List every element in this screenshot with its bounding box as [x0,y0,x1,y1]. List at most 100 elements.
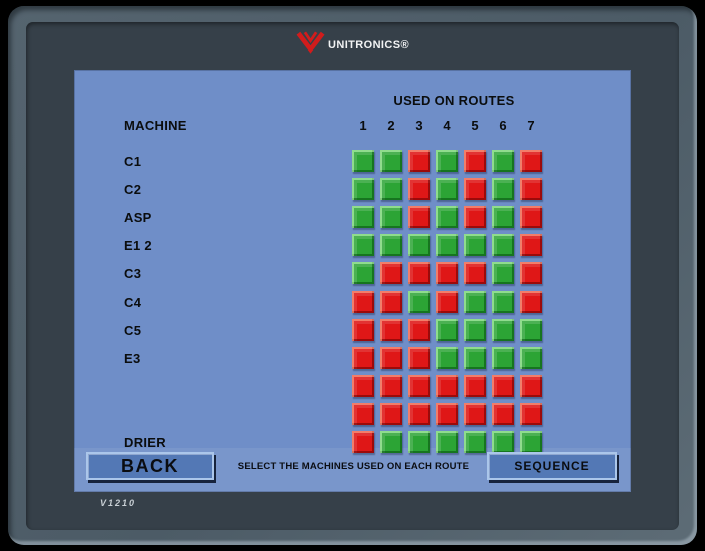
route-toggle-cell-r8-c7[interactable] [520,346,542,369]
route-toggle-cell-r7-c1[interactable] [352,318,374,341]
route-toggle-cell-r11-c5[interactable] [464,431,486,453]
route-toggle-cell-r11-c2[interactable] [380,431,402,453]
route-number-1: 1 [359,118,367,133]
machine-label-e3: E3 [124,350,141,366]
route-toggle-cell-r8-c1[interactable] [352,346,374,369]
route-number-7: 7 [527,118,535,133]
route-toggle-cell-r8-c6[interactable] [492,346,514,369]
route-toggle-cell-r8-c2[interactable] [380,346,402,369]
machine-label-drier: DRIER [124,435,166,450]
route-toggle-cell-r10-c4[interactable] [436,402,458,425]
route-toggle-cell-r9-c3[interactable] [408,374,430,397]
route-toggle-cell-r4-c3[interactable] [408,234,430,257]
route-toggle-cell-r11-c3[interactable] [408,431,430,453]
route-toggle-cell-r11-c1[interactable] [352,431,374,453]
route-toggle-cell-r6-c1[interactable] [352,290,374,313]
route-toggle-cell-r3-c5[interactable] [464,206,486,229]
route-toggle-cell-r3-c4[interactable] [436,206,458,229]
route-toggle-cell-r5-c2[interactable] [380,262,402,285]
route-toggle-cell-r4-c2[interactable] [380,234,402,257]
route-toggle-cell-r11-c4[interactable] [436,431,458,453]
route-toggle-cell-r6-c5[interactable] [464,290,486,313]
route-number-4: 4 [443,118,451,133]
route-toggle-cell-r1-c2[interactable] [380,150,402,172]
route-toggle-cell-r4-c4[interactable] [436,234,458,257]
back-button[interactable]: BACK [86,452,214,480]
route-toggle-cell-r5-c3[interactable] [408,262,430,285]
route-toggle-cell-r8-c3[interactable] [408,346,430,369]
route-toggle-cell-r3-c7[interactable] [520,206,542,229]
route-toggle-cell-r7-c3[interactable] [408,318,430,341]
route-toggle-cell-r7-c5[interactable] [464,318,486,341]
unitronics-v-wings-icon [296,31,325,59]
route-toggle-cell-r7-c2[interactable] [380,318,402,341]
machine-label-c5: C5 [124,322,142,338]
route-toggle-cell-r1-c5[interactable] [464,150,486,172]
route-toggle-cell-r10-c2[interactable] [380,402,402,425]
route-toggle-cell-r11-c7[interactable] [520,431,542,453]
route-toggle-cell-r3-c2[interactable] [380,206,402,229]
route-toggle-cell-r4-c7[interactable] [520,234,542,257]
hmi-device-bezel: UNITRONICS® USED ON ROUTES MACHINE 1 2 3 4 5… [8,6,697,545]
route-toggle-cell-r1-c3[interactable] [408,150,430,172]
route-toggle-cell-r2-c7[interactable] [520,178,542,201]
route-toggle-cell-r3-c1[interactable] [352,206,374,229]
route-toggle-cell-r2-c5[interactable] [464,178,486,201]
route-toggle-cell-r10-c3[interactable] [408,402,430,425]
used-on-routes-title: USED ON ROUTES [393,93,515,108]
route-toggle-cell-r11-c6[interactable] [492,431,514,453]
route-toggle-cell-r6-c6[interactable] [492,290,514,313]
route-toggle-cell-r2-c3[interactable] [408,178,430,201]
route-toggle-cell-r6-c3[interactable] [408,290,430,313]
route-toggle-cell-r10-c7[interactable] [520,402,542,425]
route-toggle-cell-r6-c7[interactable] [520,290,542,313]
route-toggle-cell-r4-c1[interactable] [352,234,374,257]
route-toggle-cell-r6-c4[interactable] [436,290,458,313]
route-toggle-cell-r5-c5[interactable] [464,262,486,285]
hmi-device-face: UNITRONICS® USED ON ROUTES MACHINE 1 2 3 4 5… [26,22,679,530]
route-toggle-cell-r1-c1[interactable] [352,150,374,172]
route-toggle-cell-r10-c6[interactable] [492,402,514,425]
route-toggle-cell-r9-c4[interactable] [436,374,458,397]
route-toggle-cell-r8-c4[interactable] [436,346,458,369]
route-toggle-cell-r1-c7[interactable] [520,150,542,172]
route-toggle-cell-r7-c4[interactable] [436,318,458,341]
route-toggle-cell-r3-c3[interactable] [408,206,430,229]
machine-label-c2: C2 [124,182,142,198]
route-toggle-cell-r4-c5[interactable] [464,234,486,257]
route-toggle-cell-r2-c6[interactable] [492,178,514,201]
machine-label-e1-2: E1 2 [124,238,152,254]
route-toggle-cell-r6-c2[interactable] [380,290,402,313]
route-toggle-cell-r9-c5[interactable] [464,374,486,397]
sequence-button[interactable]: SEQUENCE [487,452,617,480]
hmi-screen: USED ON ROUTES MACHINE 1 2 3 4 5 6 7 C1 C2 ASP E1… [74,70,631,492]
route-toggle-cell-r8-c5[interactable] [464,346,486,369]
route-toggle-cell-r5-c4[interactable] [436,262,458,285]
route-toggle-cell-r5-c1[interactable] [352,262,374,285]
route-toggle-cell-r7-c7[interactable] [520,318,542,341]
route-number-2: 2 [387,118,395,133]
route-toggle-cell-r5-c6[interactable] [492,262,514,285]
route-toggle-cell-r3-c6[interactable] [492,206,514,229]
route-toggle-cell-r10-c5[interactable] [464,402,486,425]
route-toggle-cell-r10-c1[interactable] [352,402,374,425]
route-toggle-cell-r9-c2[interactable] [380,374,402,397]
route-number-3: 3 [415,118,423,133]
instruction-text: SELECT THE MACHINES USED ON EACH ROUTE [237,460,470,472]
route-toggle-cell-r7-c6[interactable] [492,318,514,341]
route-toggle-cell-r5-c7[interactable] [520,262,542,285]
machine-label-asp: ASP [124,210,152,226]
route-number-6: 6 [499,118,507,133]
machine-label-c3: C3 [124,266,142,282]
route-toggle-cell-r4-c6[interactable] [492,234,514,257]
route-toggle-cell-r2-c1[interactable] [352,178,374,201]
route-toggle-cell-r1-c6[interactable] [492,150,514,172]
route-toggle-cell-r9-c6[interactable] [492,374,514,397]
route-number-5: 5 [471,118,479,133]
route-toggle-cell-r2-c2[interactable] [380,178,402,201]
route-toggle-cell-r2-c4[interactable] [436,178,458,201]
route-toggle-cell-r9-c1[interactable] [352,374,374,397]
route-toggle-cell-r9-c7[interactable] [520,374,542,397]
unitronics-logo: UNITRONICS® [296,31,409,59]
route-toggle-cell-r1-c4[interactable] [436,150,458,172]
